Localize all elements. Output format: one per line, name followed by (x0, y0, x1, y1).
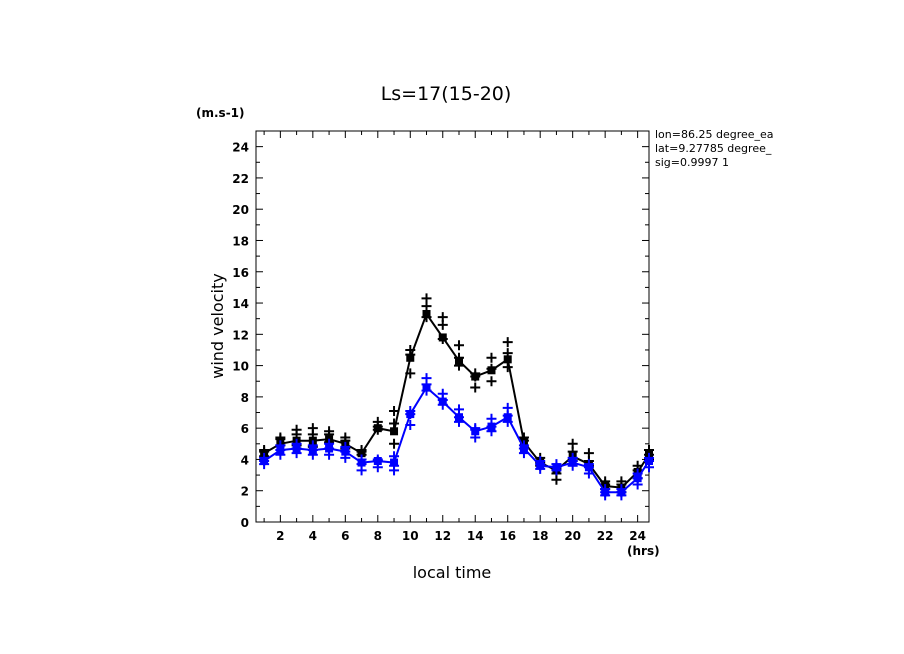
square-marker (454, 356, 463, 365)
chart-title: Ls=17(15-20) (381, 83, 512, 105)
square-marker (373, 424, 382, 433)
x-tick-label: 24 (629, 529, 646, 543)
x-axis-unit: (hrs) (627, 544, 660, 558)
square-marker (373, 457, 382, 466)
x-tick-label: 6 (341, 529, 349, 543)
square-marker (519, 444, 528, 453)
square-marker (584, 463, 593, 472)
x-tick-label: 20 (564, 529, 581, 543)
plus-marker (486, 413, 497, 424)
square-marker (536, 461, 545, 470)
square-marker (390, 458, 399, 467)
series-2 (259, 373, 654, 501)
plus-marker (389, 405, 400, 416)
square-marker (357, 458, 366, 467)
x-axis-label: local time (413, 563, 492, 582)
plus-marker (405, 420, 416, 431)
plus-marker (307, 423, 318, 434)
plus-marker (405, 368, 416, 379)
x-tick-label: 4 (309, 529, 317, 543)
y-tick-label: 16 (232, 266, 249, 280)
plus-marker (405, 344, 416, 355)
square-marker (487, 422, 496, 431)
plus-marker (567, 438, 578, 449)
plus-marker (437, 312, 448, 323)
series-layer (259, 293, 654, 501)
y-tick-label: 0 (241, 516, 249, 530)
square-marker (471, 427, 480, 436)
square-marker (292, 444, 301, 453)
plus-marker (421, 373, 432, 384)
square-marker (552, 463, 561, 472)
square-marker (341, 447, 350, 456)
y-tick-label: 22 (232, 172, 249, 186)
square-marker (503, 413, 512, 422)
x-tick-label: 2 (276, 529, 284, 543)
x-tick-label: 16 (499, 529, 516, 543)
series-1 (259, 293, 654, 498)
y-axis-label: wind velocity (208, 273, 227, 378)
square-marker (645, 457, 653, 466)
plus-marker (324, 426, 335, 437)
square-marker (390, 427, 399, 436)
plus-marker (502, 337, 513, 348)
square-marker (438, 397, 447, 406)
y-tick-label: 20 (232, 203, 249, 217)
y-tick-label: 24 (232, 141, 249, 155)
plus-marker (421, 293, 432, 304)
square-marker (471, 372, 480, 381)
square-marker (422, 383, 431, 392)
x-tick-label: 14 (467, 529, 484, 543)
square-marker (260, 457, 269, 466)
plus-marker (583, 448, 594, 459)
square-marker (454, 413, 463, 422)
square-marker (325, 444, 334, 453)
y-tick-label: 6 (241, 422, 249, 436)
square-marker (276, 446, 285, 455)
x-tick-label: 18 (532, 529, 549, 543)
square-marker (406, 353, 415, 362)
y-tick-label: 12 (232, 328, 249, 342)
y-axis-unit: (m.s-1) (196, 106, 245, 120)
square-marker (487, 366, 496, 375)
square-marker (601, 488, 610, 497)
x-tick-label: 10 (402, 529, 419, 543)
square-marker (406, 410, 415, 419)
plus-marker (502, 362, 513, 373)
plus-marker (453, 340, 464, 351)
annotation-lat: lat=9.27785 degree_ (655, 142, 772, 155)
plus-marker (453, 404, 464, 415)
square-marker (422, 309, 431, 318)
plus-marker (389, 438, 400, 449)
plus-marker (502, 402, 513, 413)
annotation-sig: sig=0.9997 1 (655, 156, 729, 169)
y-tick-label: 10 (232, 360, 249, 374)
plus-marker (389, 418, 400, 429)
y-tick-label: 8 (241, 391, 249, 405)
plot-frame (255, 130, 650, 523)
square-marker (503, 355, 512, 364)
y-tick-label: 2 (241, 485, 249, 499)
plus-marker (486, 352, 497, 363)
annotation-lon: lon=86.25 degree_ea (655, 128, 774, 141)
x-tick-label: 22 (597, 529, 614, 543)
square-marker (633, 474, 642, 483)
x-tick-label: 8 (374, 529, 382, 543)
square-marker (568, 458, 577, 467)
plus-marker (470, 382, 481, 393)
square-marker (308, 446, 317, 455)
square-marker (438, 333, 447, 342)
plus-marker (486, 376, 497, 387)
x-tick-label: 12 (434, 529, 451, 543)
plus-marker (437, 388, 448, 399)
square-marker (617, 488, 626, 497)
y-tick-label: 4 (241, 453, 249, 467)
y-tick-label: 18 (232, 234, 249, 248)
square-marker (357, 449, 366, 458)
y-tick-label: 14 (232, 297, 249, 311)
plus-marker (291, 424, 302, 435)
